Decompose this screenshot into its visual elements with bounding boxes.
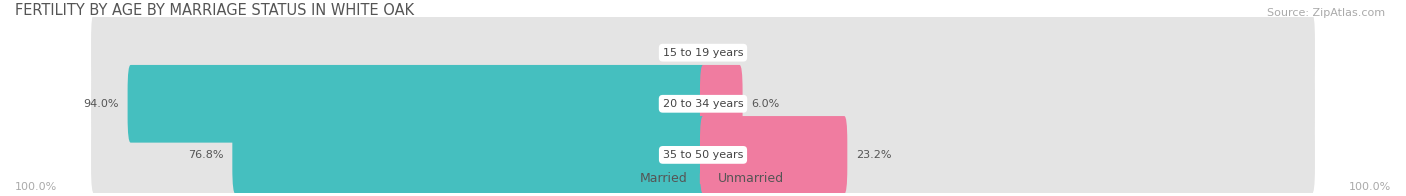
FancyBboxPatch shape — [128, 65, 706, 143]
Text: 100.0%: 100.0% — [1348, 182, 1391, 192]
FancyBboxPatch shape — [700, 65, 742, 143]
Text: 15 to 19 years: 15 to 19 years — [662, 48, 744, 58]
FancyBboxPatch shape — [91, 116, 1315, 194]
FancyBboxPatch shape — [232, 116, 706, 194]
Text: Source: ZipAtlas.com: Source: ZipAtlas.com — [1267, 8, 1385, 18]
Text: FERTILITY BY AGE BY MARRIAGE STATUS IN WHITE OAK: FERTILITY BY AGE BY MARRIAGE STATUS IN W… — [15, 3, 415, 18]
Legend: Married, Unmarried: Married, Unmarried — [617, 168, 789, 191]
Text: 0.0%: 0.0% — [716, 48, 744, 58]
Text: 76.8%: 76.8% — [187, 150, 224, 160]
Text: 0.0%: 0.0% — [662, 48, 690, 58]
FancyBboxPatch shape — [91, 65, 1315, 143]
Text: 23.2%: 23.2% — [856, 150, 891, 160]
FancyBboxPatch shape — [700, 116, 848, 194]
FancyBboxPatch shape — [91, 14, 1315, 92]
Text: 20 to 34 years: 20 to 34 years — [662, 99, 744, 109]
Text: 35 to 50 years: 35 to 50 years — [662, 150, 744, 160]
Text: 94.0%: 94.0% — [83, 99, 118, 109]
Text: 6.0%: 6.0% — [752, 99, 780, 109]
Text: 100.0%: 100.0% — [15, 182, 58, 192]
